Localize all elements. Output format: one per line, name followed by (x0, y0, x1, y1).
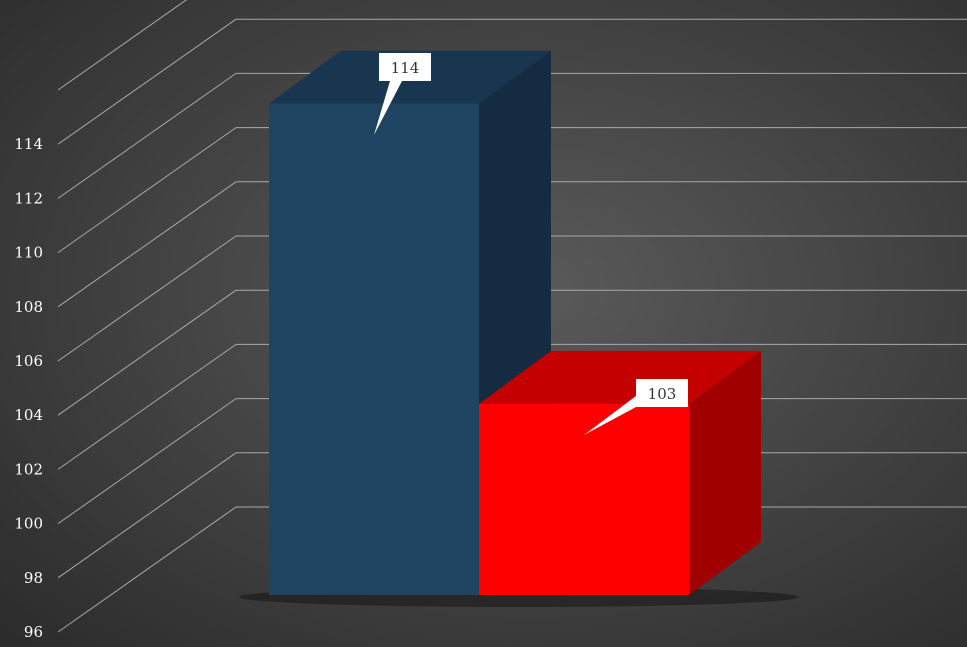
callout-pointer (374, 81, 402, 135)
y-tick-label: 112 (14, 189, 43, 207)
gridline-side (57, 127, 237, 254)
callout-box (379, 53, 431, 81)
bar-2 (479, 350, 761, 595)
bar-1 (269, 50, 551, 596)
y-tick-label: 110 (14, 244, 43, 262)
gridline-side (57, 235, 237, 362)
y-tick-label: 102 (14, 460, 43, 478)
y-tick-label: 98 (24, 569, 43, 587)
bars (239, 50, 799, 607)
gridline-side (57, 72, 237, 199)
data-labels: 114 103 (374, 53, 688, 435)
bar-top-face (479, 350, 761, 404)
y-tick-label: 108 (14, 298, 43, 316)
y-tick-label: 104 (14, 406, 43, 424)
y-axis-ticks: 96 98 100 102 104 106 108 110 112 114 (14, 135, 43, 641)
bar-front-face (269, 103, 479, 595)
gridline-side (57, 506, 237, 633)
y-tick-label: 100 (14, 515, 43, 533)
data-label-text: 103 (648, 385, 677, 403)
gridline-side (57, 18, 237, 145)
gridline-side (57, 398, 237, 525)
data-label-1: 114 (374, 53, 431, 135)
bar-front-face (479, 403, 689, 595)
data-label-text: 114 (391, 59, 420, 77)
gridline-side (57, 289, 237, 416)
gridline-side (57, 343, 237, 470)
y-tick-label: 106 (14, 352, 43, 370)
data-label-2: 103 (584, 379, 688, 435)
y-tick-label: 96 (24, 623, 43, 641)
callout-box (636, 379, 688, 407)
callout-pointer (584, 396, 636, 435)
gridline-side (57, 181, 237, 308)
gridline-side (57, 0, 188, 91)
gridline-side (57, 452, 237, 579)
y-tick-label: 114 (14, 135, 43, 153)
bar-side-face (689, 350, 761, 595)
